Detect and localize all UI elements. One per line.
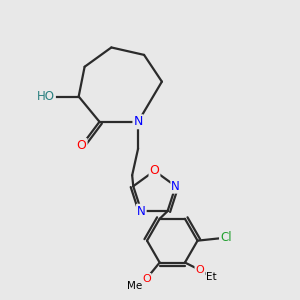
Text: N: N: [171, 180, 180, 193]
Text: O: O: [142, 274, 151, 284]
Text: O: O: [195, 265, 204, 275]
Text: Me: Me: [127, 281, 142, 291]
Text: Cl: Cl: [220, 231, 232, 244]
Text: O: O: [149, 164, 159, 177]
Text: N: N: [137, 205, 146, 218]
Text: HO: HO: [37, 90, 55, 103]
Text: N: N: [134, 115, 143, 128]
Text: Et: Et: [206, 272, 217, 282]
Text: O: O: [77, 139, 87, 152]
